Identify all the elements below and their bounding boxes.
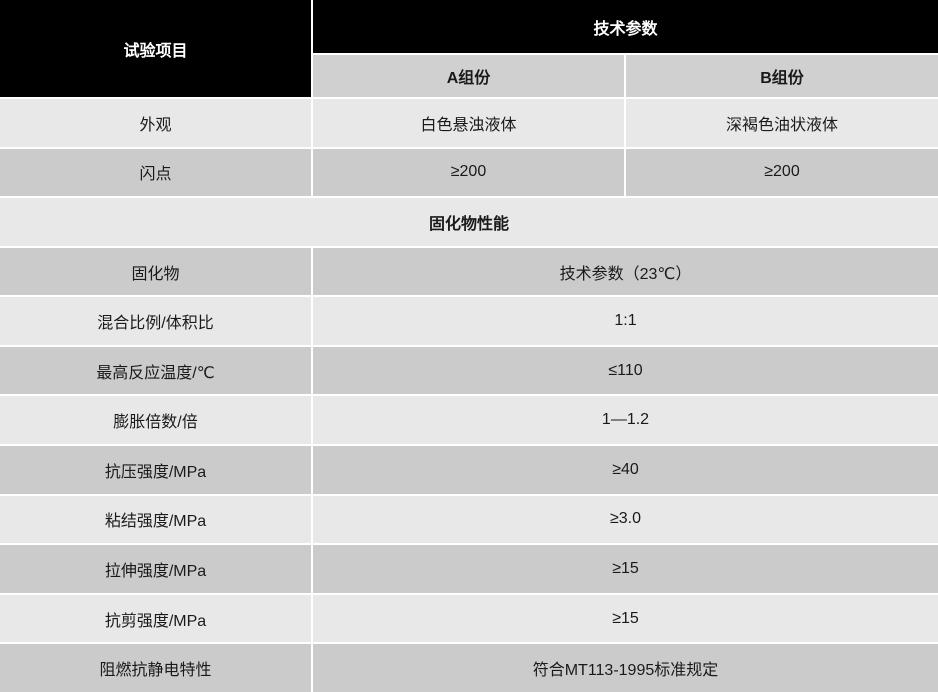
row-label-flash-point: 闪点	[0, 148, 311, 197]
subheader-cell-component-a: A组份	[313, 55, 624, 97]
row-label-flame-retardant-antistatic: 阻燃抗静电特性	[0, 644, 311, 692]
header-cell-test-items: 试验项目	[0, 0, 311, 97]
subheader-cell-component-b: B组份	[626, 55, 938, 97]
row-value-bonding-strength: ≥3.0	[313, 495, 938, 544]
row-label-appearance: 外观	[0, 99, 311, 147]
row-label-compressive-strength: 抗压强度/MPa	[0, 446, 311, 494]
section-header-cured-properties: 固化物性能	[0, 198, 938, 246]
row-value-shear-strength: ≥15	[313, 594, 938, 643]
header-cell-tech-params: 技术参数	[313, 0, 938, 53]
row-value-appearance-a: 白色悬浊液体	[313, 99, 624, 147]
row-value-flash-point-a: ≥200	[313, 148, 624, 197]
row-label-expansion-ratio: 膨胀倍数/倍	[0, 396, 311, 445]
row-value-flame-retardant-antistatic: 符合MT113-1995标准规定	[313, 644, 938, 692]
row-value-max-reaction-temp: ≤110	[313, 346, 938, 395]
row-label-tensile-strength: 拉伸强度/MPa	[0, 545, 311, 593]
row-label-cured-product: 固化物	[0, 247, 311, 296]
row-value-flash-point-b: ≥200	[626, 148, 938, 197]
row-label-shear-strength: 抗剪强度/MPa	[0, 594, 311, 643]
row-value-tensile-strength: ≥15	[313, 545, 938, 593]
row-label-bonding-strength: 粘结强度/MPa	[0, 495, 311, 544]
row-value-mixing-ratio: 1:1	[313, 297, 938, 345]
row-value-expansion-ratio: 1—1.2	[313, 396, 938, 445]
row-label-mixing-ratio: 混合比例/体积比	[0, 297, 311, 345]
row-value-compressive-strength: ≥40	[313, 446, 938, 494]
row-label-max-reaction-temp: 最高反应温度/℃	[0, 346, 311, 395]
row-value-cured-product: 技术参数（23℃）	[313, 247, 938, 296]
row-value-appearance-b: 深褐色油状液体	[626, 99, 938, 147]
